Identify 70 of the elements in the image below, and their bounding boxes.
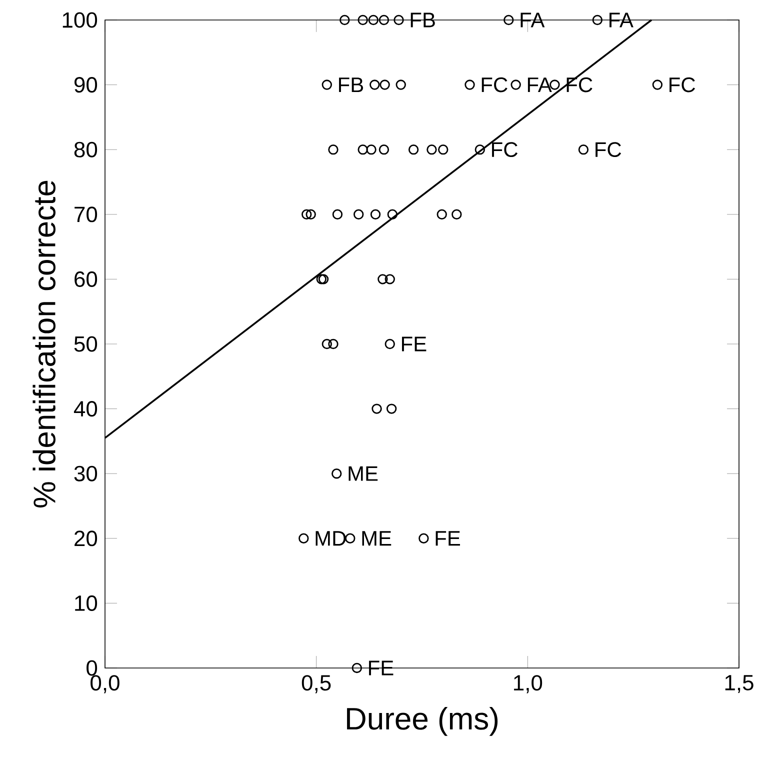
y-tick-label: 60 (74, 271, 98, 287)
point (436, 209, 447, 220)
annotation: FC (482, 77, 508, 92)
point (396, 80, 406, 90)
annotation: MD (316, 531, 346, 546)
annotation: ME (348, 466, 378, 481)
point (352, 662, 362, 674)
point (394, 14, 404, 26)
point (426, 144, 437, 155)
point (358, 144, 368, 155)
y-tick-label: 70 (74, 206, 98, 222)
point (302, 209, 312, 220)
point (384, 274, 395, 284)
point (380, 80, 390, 90)
y-tick-label: 100 (62, 12, 98, 28)
point (378, 14, 390, 26)
annotation: FE (436, 531, 460, 546)
point (370, 80, 380, 90)
x-axis-title: Duree (ms) (347, 706, 498, 736)
annotation: FC (492, 142, 518, 158)
x-tick-label: 1,0 (514, 675, 542, 694)
x-tick-label: 1,5 (725, 675, 754, 694)
point (418, 533, 429, 544)
annotation: FE (402, 336, 426, 352)
point (370, 209, 381, 220)
y-tick-label: 20 (74, 530, 98, 546)
point (384, 338, 395, 350)
y-tick-label: 30 (74, 466, 98, 482)
point (504, 14, 514, 26)
annotation: FC (670, 77, 696, 92)
y-tick-label: 50 (74, 336, 98, 352)
point (368, 14, 378, 26)
point (652, 80, 663, 90)
point (328, 144, 338, 155)
y-tick-label: 80 (74, 142, 98, 158)
point (378, 144, 390, 155)
point (366, 144, 376, 155)
point (358, 14, 368, 26)
annotation: FC (596, 142, 622, 158)
point (592, 14, 603, 26)
point (298, 533, 309, 544)
point (332, 468, 342, 479)
y-axis-title: % identification correcte (32, 180, 56, 508)
point (510, 80, 521, 90)
annotation: FB (339, 78, 364, 92)
point (474, 144, 486, 155)
y-tick-label: 0 (86, 660, 98, 676)
point (322, 80, 332, 90)
point (386, 404, 397, 414)
x-tick-label: 0,0 (90, 675, 120, 694)
y-tick-label: 90 (74, 77, 98, 93)
point (345, 533, 356, 544)
point (464, 80, 475, 90)
point (408, 144, 419, 155)
point (306, 209, 316, 220)
point (578, 144, 589, 155)
point (328, 338, 338, 350)
point (354, 209, 364, 220)
point (372, 404, 382, 414)
point (438, 144, 448, 155)
point (322, 338, 332, 350)
point (340, 14, 350, 26)
x-tick-label: 0,5 (302, 675, 331, 694)
y-tick-label: 10 (75, 595, 98, 611)
point (387, 209, 398, 220)
y-tick-label: 40 (74, 401, 98, 417)
point (378, 274, 388, 284)
annotation: ME (362, 531, 392, 546)
point (332, 209, 343, 220)
point (452, 209, 462, 220)
